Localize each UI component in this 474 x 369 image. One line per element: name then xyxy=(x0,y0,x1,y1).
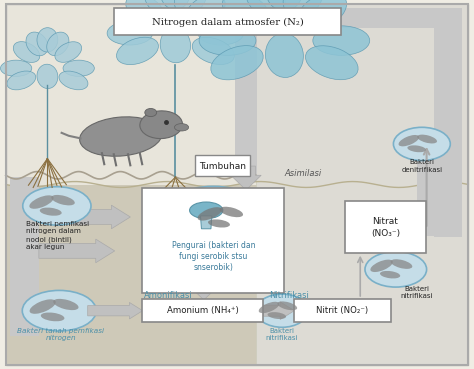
Text: Nitrat
(NO₃⁻): Nitrat (NO₃⁻) xyxy=(371,217,400,238)
Ellipse shape xyxy=(63,60,94,76)
FancyBboxPatch shape xyxy=(434,8,462,237)
Ellipse shape xyxy=(51,195,75,206)
Ellipse shape xyxy=(370,260,393,272)
Ellipse shape xyxy=(259,302,279,313)
Ellipse shape xyxy=(13,42,40,62)
Ellipse shape xyxy=(283,0,324,18)
Text: Nitrit (NO₂⁻): Nitrit (NO₂⁻) xyxy=(316,306,368,315)
Ellipse shape xyxy=(80,117,162,156)
Ellipse shape xyxy=(159,186,268,253)
Ellipse shape xyxy=(190,202,223,218)
FancyBboxPatch shape xyxy=(345,201,426,253)
Ellipse shape xyxy=(37,28,58,52)
Text: Tumbuhan: Tumbuhan xyxy=(199,162,246,170)
FancyArrow shape xyxy=(192,289,215,300)
Ellipse shape xyxy=(59,71,88,90)
Ellipse shape xyxy=(29,299,56,314)
Ellipse shape xyxy=(399,135,419,146)
FancyBboxPatch shape xyxy=(114,8,341,35)
Text: Pengurai (bakteri dan
fungi serobik stsu
snserobik): Pengurai (bakteri dan fungi serobik stsu… xyxy=(172,241,255,272)
Ellipse shape xyxy=(107,21,153,45)
Ellipse shape xyxy=(198,207,222,221)
Text: Nitrogen dalam atmosfer (N₂): Nitrogen dalam atmosfer (N₂) xyxy=(152,18,303,27)
Ellipse shape xyxy=(29,195,54,209)
Ellipse shape xyxy=(41,313,64,321)
Ellipse shape xyxy=(160,0,191,10)
Ellipse shape xyxy=(313,26,370,55)
Ellipse shape xyxy=(117,37,158,65)
Ellipse shape xyxy=(145,108,156,117)
Ellipse shape xyxy=(186,0,225,25)
FancyBboxPatch shape xyxy=(195,155,250,176)
Ellipse shape xyxy=(267,312,286,319)
FancyBboxPatch shape xyxy=(6,4,468,365)
FancyBboxPatch shape xyxy=(171,8,435,28)
Ellipse shape xyxy=(40,208,62,216)
FancyBboxPatch shape xyxy=(235,35,257,175)
Ellipse shape xyxy=(7,71,36,90)
Ellipse shape xyxy=(26,32,48,56)
Ellipse shape xyxy=(174,124,189,131)
Ellipse shape xyxy=(222,0,271,30)
Text: Bakteri pemfikasi
nitrogen dalam
nodol (bintil)
akar legun: Bakteri pemfikasi nitrogen dalam nodol (… xyxy=(26,221,89,251)
FancyBboxPatch shape xyxy=(142,188,284,293)
Ellipse shape xyxy=(393,127,450,161)
FancyBboxPatch shape xyxy=(142,299,263,322)
Ellipse shape xyxy=(55,42,82,62)
Text: Bakteri
denitrifikasi: Bakteri denitrifikasi xyxy=(401,159,442,173)
Text: Asimilasi: Asimilasi xyxy=(284,169,322,178)
Text: Nitrifikasi: Nitrifikasi xyxy=(269,291,309,300)
FancyArrow shape xyxy=(264,302,294,320)
Ellipse shape xyxy=(208,220,230,228)
Ellipse shape xyxy=(47,32,69,56)
Ellipse shape xyxy=(211,46,263,80)
Ellipse shape xyxy=(160,27,191,63)
Ellipse shape xyxy=(256,294,308,327)
FancyArrow shape xyxy=(142,10,190,27)
Text: Bakteri
nitrifikasi: Bakteri nitrifikasi xyxy=(401,286,433,300)
FancyArrow shape xyxy=(55,205,130,229)
Ellipse shape xyxy=(246,0,285,18)
Ellipse shape xyxy=(219,207,243,217)
Text: Amonifikasi: Amonifikasi xyxy=(144,291,192,300)
Ellipse shape xyxy=(37,64,58,89)
Ellipse shape xyxy=(298,0,346,30)
Ellipse shape xyxy=(23,187,91,225)
Ellipse shape xyxy=(305,46,358,80)
FancyBboxPatch shape xyxy=(417,140,436,236)
Ellipse shape xyxy=(365,252,427,287)
Ellipse shape xyxy=(126,0,164,25)
Ellipse shape xyxy=(277,301,297,310)
FancyBboxPatch shape xyxy=(256,4,468,365)
Ellipse shape xyxy=(391,259,412,269)
Ellipse shape xyxy=(417,135,437,144)
Ellipse shape xyxy=(174,0,207,15)
Polygon shape xyxy=(201,216,212,229)
Text: Bakteri
nitrifikasi: Bakteri nitrifikasi xyxy=(266,328,298,341)
Ellipse shape xyxy=(0,60,32,76)
FancyBboxPatch shape xyxy=(294,299,391,322)
Ellipse shape xyxy=(380,271,400,279)
FancyBboxPatch shape xyxy=(6,184,468,365)
Ellipse shape xyxy=(198,21,244,45)
Ellipse shape xyxy=(144,0,176,15)
FancyArrow shape xyxy=(88,303,143,319)
Ellipse shape xyxy=(22,290,96,331)
Text: Bakteri tanah pemfikasi
nitrogen: Bakteri tanah pemfikasi nitrogen xyxy=(17,328,104,341)
Ellipse shape xyxy=(192,37,234,65)
FancyArrow shape xyxy=(231,166,261,190)
FancyBboxPatch shape xyxy=(10,177,39,336)
FancyArrow shape xyxy=(39,239,115,263)
Ellipse shape xyxy=(199,26,256,55)
Ellipse shape xyxy=(53,299,79,310)
Ellipse shape xyxy=(140,111,182,139)
Ellipse shape xyxy=(407,145,426,152)
Ellipse shape xyxy=(265,33,303,77)
Text: Amonium (NH₄⁺): Amonium (NH₄⁺) xyxy=(167,306,239,315)
Ellipse shape xyxy=(265,0,303,11)
